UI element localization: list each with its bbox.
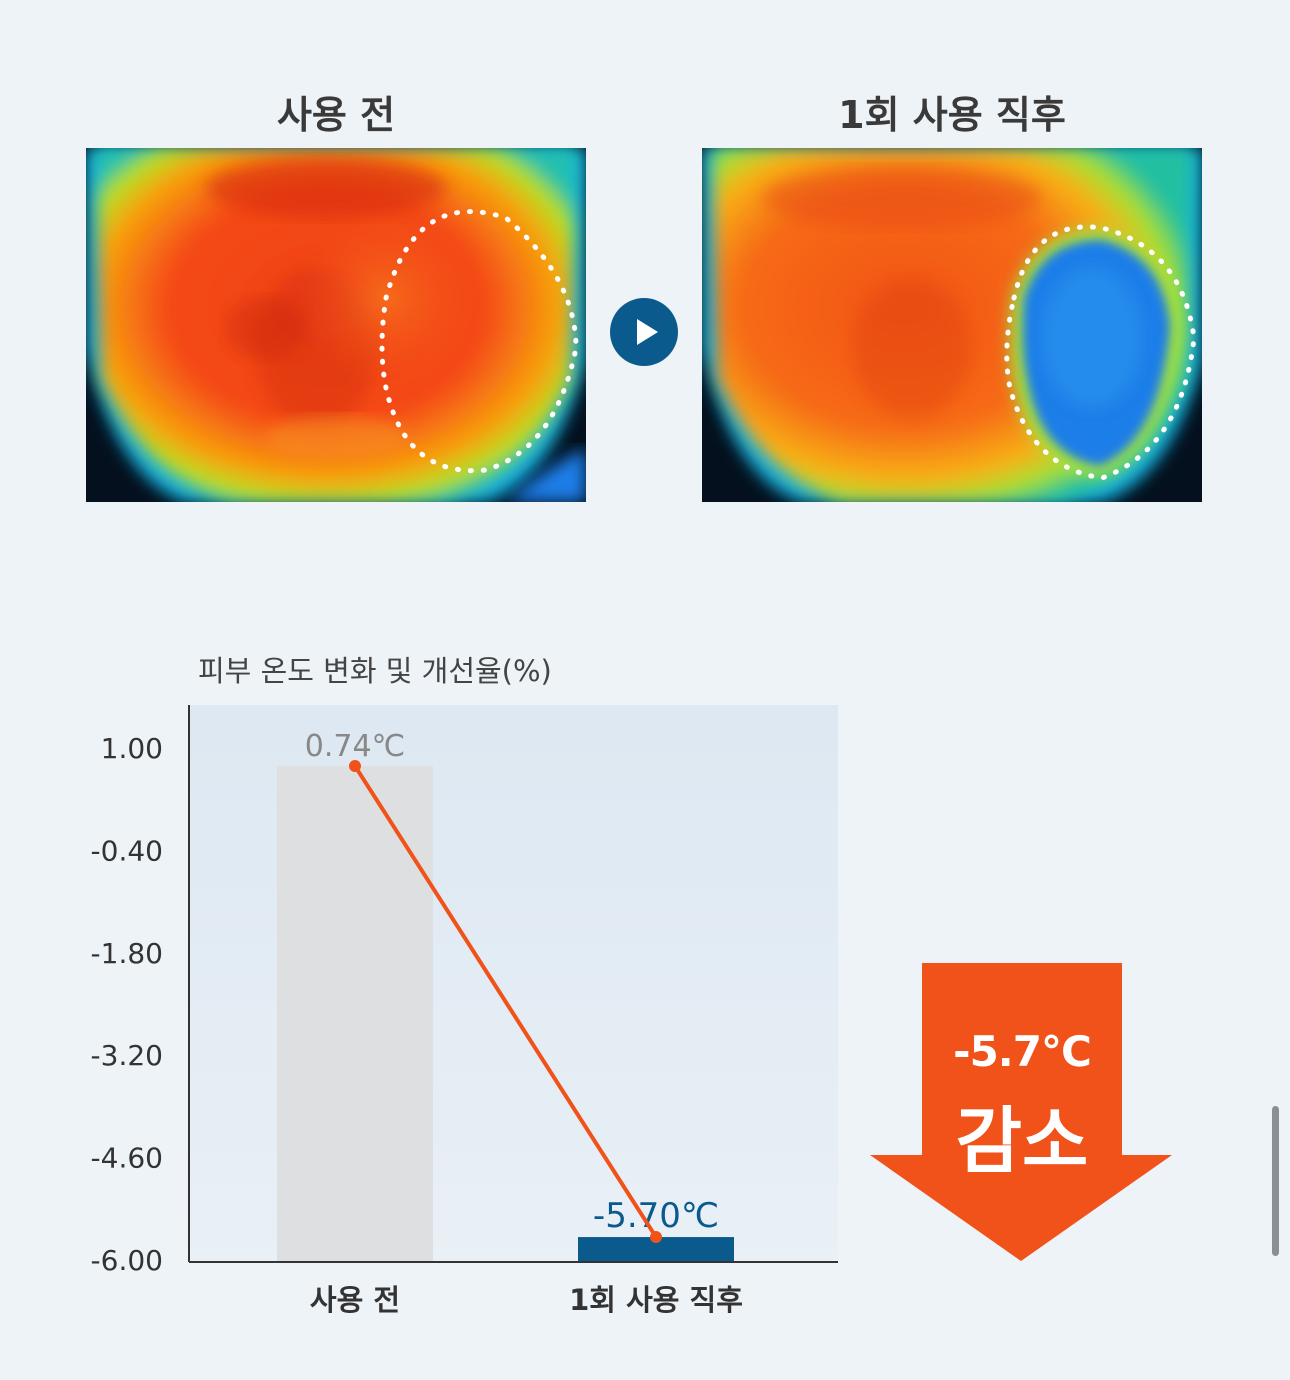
play-icon[interactable] bbox=[610, 298, 678, 366]
trend-point-0 bbox=[349, 760, 361, 773]
before-panel-title: 사용 전 bbox=[276, 93, 396, 137]
trend-line bbox=[353, 764, 658, 1239]
thermal-image-before bbox=[86, 148, 586, 502]
decrease-value: -5.7℃ bbox=[953, 1027, 1092, 1076]
x-tick-label-1: 1회 사용 직후 bbox=[569, 1283, 743, 1317]
y-tick-label-4: -4.60 bbox=[91, 1142, 163, 1175]
chart-title: 피부 온도 변화 및 개선율(%) bbox=[198, 654, 552, 688]
arrow-shape bbox=[870, 963, 1172, 1261]
y-tick-label-3: -3.20 bbox=[91, 1039, 163, 1072]
x-tick-label-0: 사용 전 bbox=[310, 1283, 400, 1317]
y-tick-label-0: 1.00 bbox=[101, 732, 163, 765]
data-label-0: 0.74℃ bbox=[305, 729, 406, 764]
y-tick-label-1: -0.40 bbox=[91, 834, 163, 867]
scrollbar[interactable] bbox=[1272, 1106, 1279, 1256]
y-tick-label-2: -1.80 bbox=[91, 937, 163, 970]
down-arrow-icon bbox=[870, 963, 1172, 1261]
decrease-label: 감소 bbox=[955, 1099, 1089, 1183]
trend-point-1 bbox=[650, 1231, 662, 1244]
bar-0 bbox=[277, 766, 433, 1262]
after-panel-title: 1회 사용 직후 bbox=[838, 93, 1066, 137]
thermal-image-after bbox=[702, 148, 1202, 502]
data-label-1: -5.70℃ bbox=[593, 1196, 719, 1236]
y-tick-label-5: -6.00 bbox=[91, 1244, 163, 1277]
